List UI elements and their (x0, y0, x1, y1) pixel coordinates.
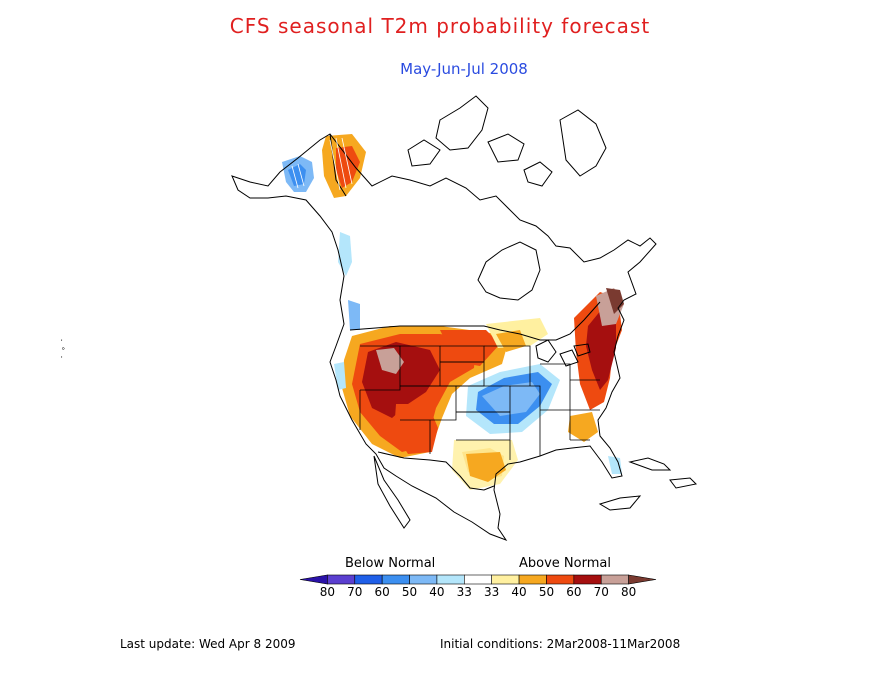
northeast-70-area (586, 304, 616, 390)
state-borders-layer (359, 345, 600, 460)
gulf-of-california (373, 455, 411, 529)
legend-swatch-11 (600, 574, 629, 585)
florida-light-blue (608, 456, 622, 474)
wa-coast-blue (348, 300, 360, 330)
legend-tick-label-1: 70 (347, 585, 362, 599)
legend-tick-label-10: 70 (594, 585, 609, 599)
north-central-above-normal (440, 330, 500, 366)
greenland-coast (559, 109, 607, 177)
legend-tick-label-0: 80 (320, 585, 335, 599)
legend-tick-label-8: 50 (539, 585, 554, 599)
legend-above-label: Above Normal (519, 556, 611, 571)
nevada-80-area (376, 348, 404, 374)
colorado-red-area (394, 404, 438, 454)
legend-tick-label-6: 33 (484, 585, 499, 599)
legend-swatch-4 (409, 574, 438, 585)
legend-swatch-5 (436, 574, 465, 585)
legend-swatch-0 (299, 574, 328, 585)
us-mexico-border (377, 451, 495, 491)
west-ne-region-hatching (291, 137, 353, 191)
footer-initial-conditions: Initial conditions: 2Mar2008-11Mar2008 (440, 637, 681, 651)
side-marker-glyphs: · ° · (57, 338, 65, 360)
legend-swatch-3 (381, 574, 410, 585)
caribbean-islands (598, 457, 698, 511)
southeast-orange-area (568, 412, 598, 442)
north-america-outline (231, 133, 657, 542)
legend-tick-label-3: 50 (402, 585, 417, 599)
map-subtitle: May-Jun-Jul 2008 (400, 60, 528, 78)
legend-tick-label-5: 33 (457, 585, 472, 599)
legend-swatch-10 (573, 574, 602, 585)
legend-swatch-9 (546, 574, 575, 585)
legend-swatch-2 (354, 574, 383, 585)
forecast-fill-layer (282, 134, 624, 490)
legend-swatch-6 (464, 574, 492, 585)
legend-tick-label-2: 60 (375, 585, 390, 599)
alaska-below-normal-core (288, 164, 306, 186)
arctic-islands (407, 95, 553, 187)
legend-below-label: Below Normal (345, 556, 436, 571)
map-title: CFS seasonal T2m probability forecast (229, 14, 651, 38)
canada-us-border (349, 301, 601, 341)
minnesota-orange-area (496, 330, 526, 352)
legend-swatch-7 (491, 574, 520, 585)
maine-darkest-area (606, 288, 624, 314)
great-lakes (535, 339, 591, 367)
legend-swatch-8 (518, 574, 547, 585)
legend-swatch-1 (327, 574, 356, 585)
legend-tick-label-7: 40 (511, 585, 526, 599)
legend-tick-label-4: 40 (429, 585, 444, 599)
legend-tick-label-9: 60 (566, 585, 581, 599)
hudson-bay (477, 241, 541, 301)
legend-swatch-12 (628, 574, 657, 585)
footer-last-update: Last update: Wed Apr 8 2009 (120, 637, 296, 651)
central-us-below-normal-mid (482, 382, 540, 416)
coastline-layer (231, 95, 698, 542)
legend-tick-label-11: 80 (621, 585, 636, 599)
